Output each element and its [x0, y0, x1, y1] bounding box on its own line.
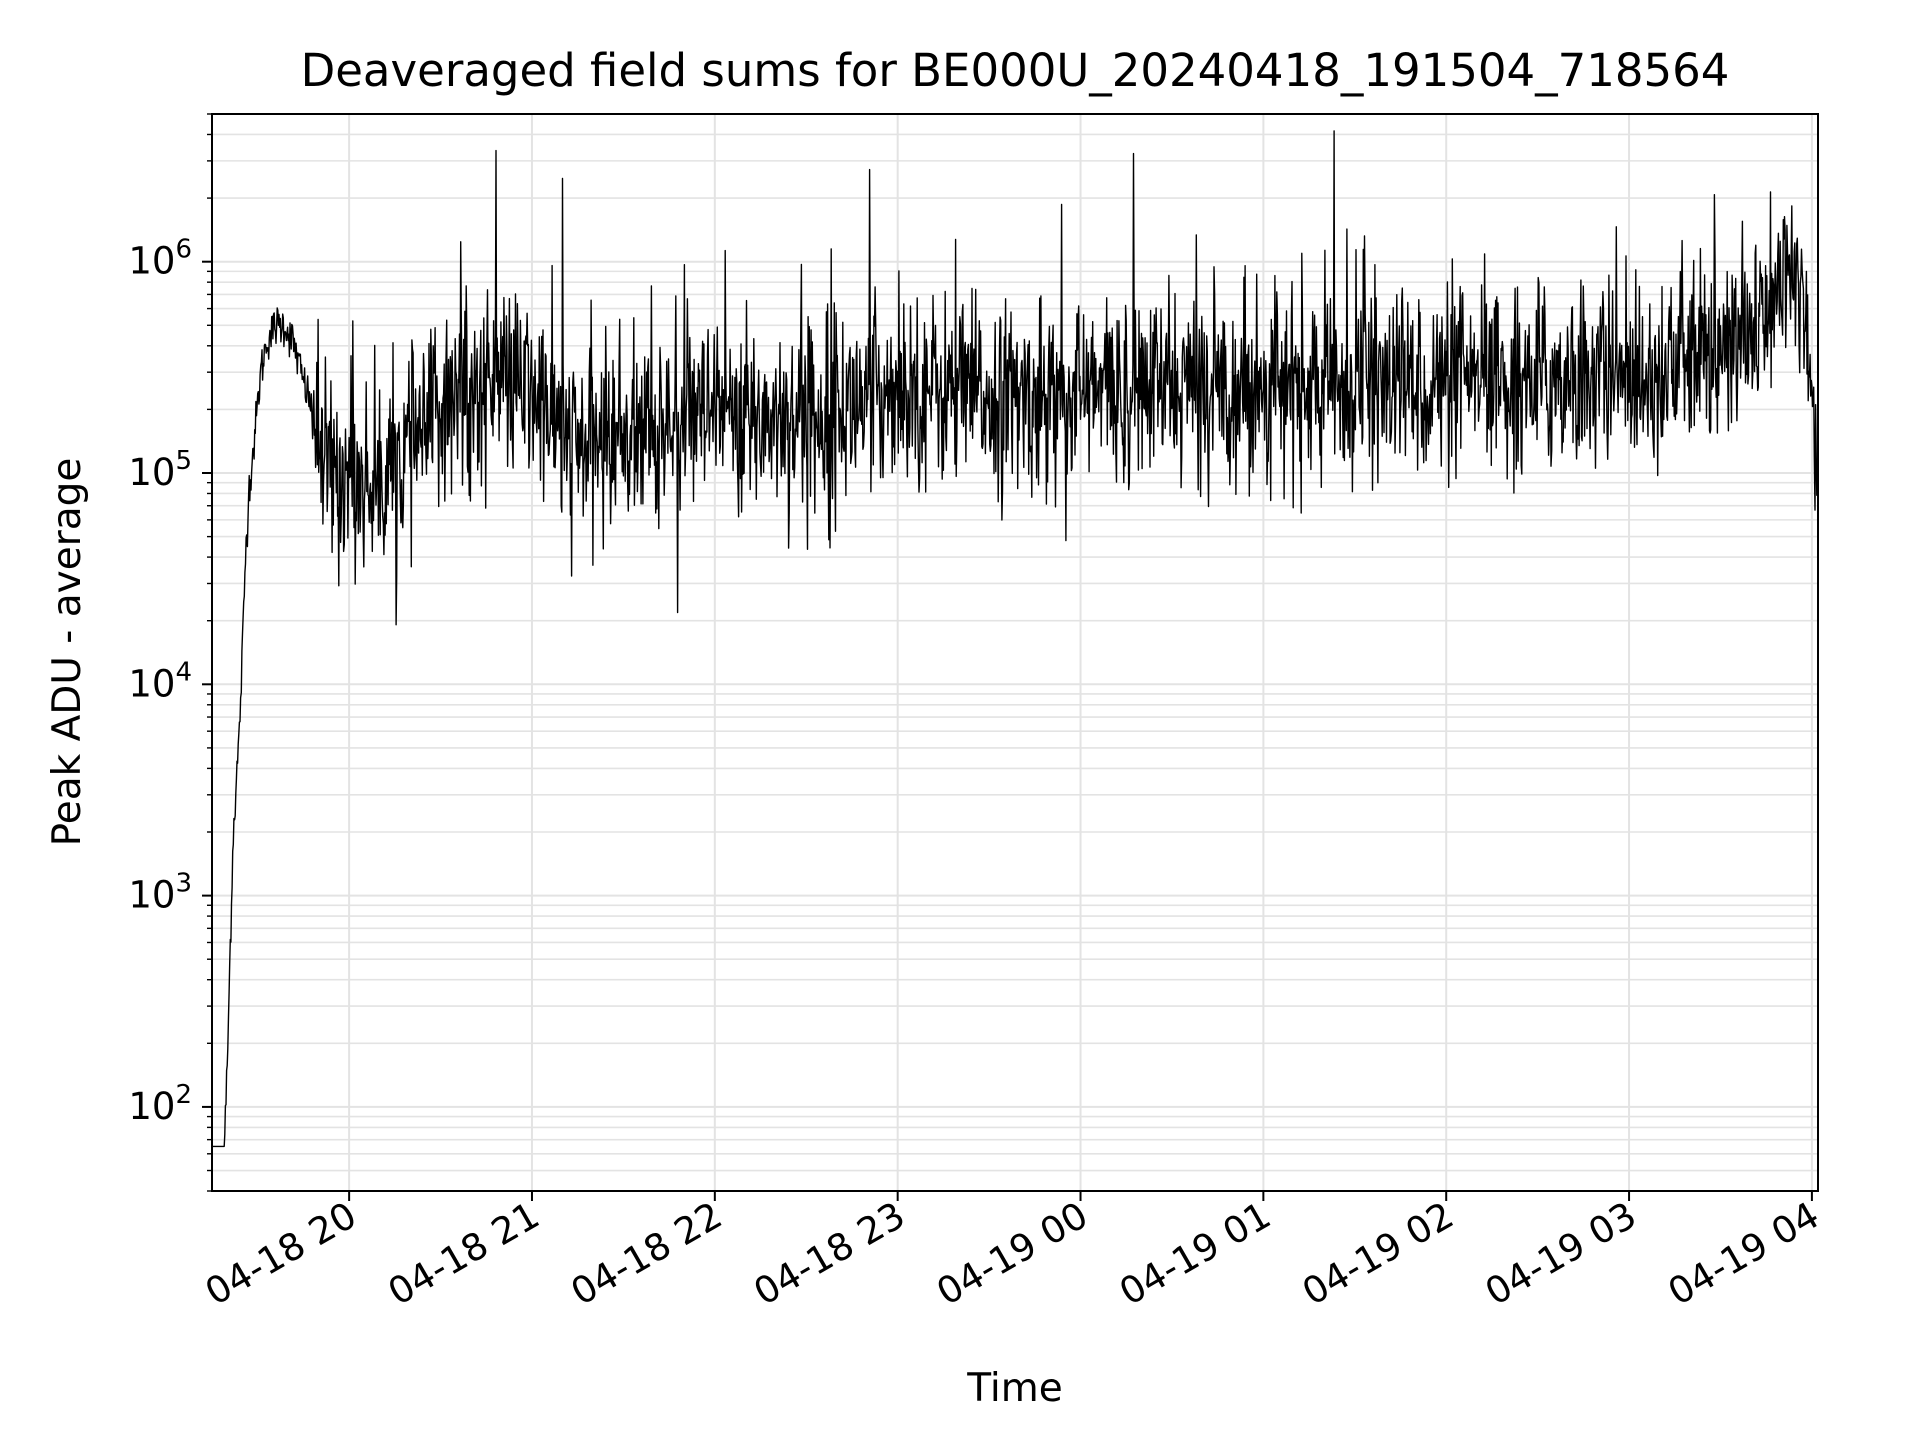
y-tick-label: 105: [128, 446, 192, 494]
y-tick-label: 106: [128, 235, 192, 283]
y-tick-label: 102: [128, 1080, 192, 1128]
y-tick-label: 104: [128, 657, 192, 705]
y-axis-label: Peak ADU - average: [45, 458, 90, 847]
series-line: [211, 130, 1819, 1148]
chart-title: Deaveraged field sums for BE000U_2024041…: [301, 44, 1730, 97]
plot-frame: [211, 113, 1819, 1192]
y-tick-label: 103: [128, 869, 192, 917]
x-axis-label: Time: [966, 1366, 1062, 1411]
